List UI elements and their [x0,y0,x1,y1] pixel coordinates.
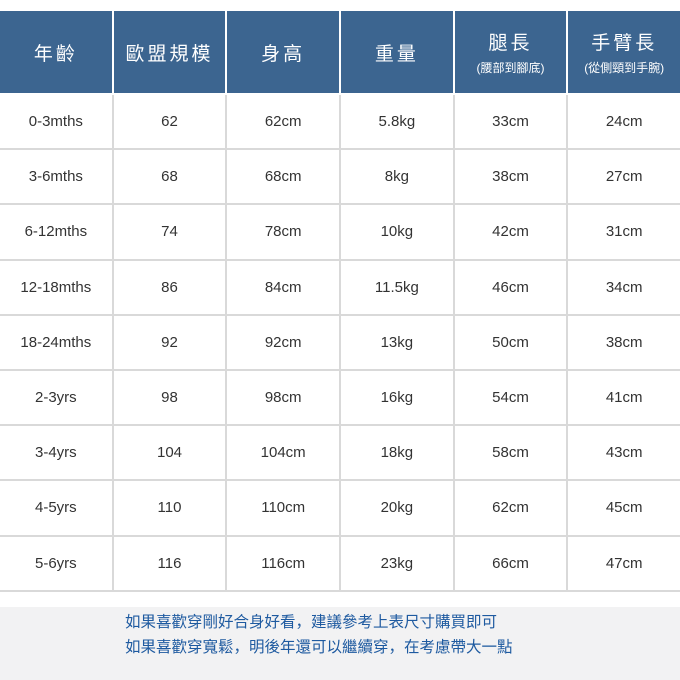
table-row: 6-12mths 74 78cm 10kg 42cm 31cm [0,205,680,261]
cell-eu-size: 62 [113,95,226,151]
cell-weight: 16kg [341,370,453,427]
cell-leg-length: 58cm [454,426,567,482]
header-title: 腿長 [488,33,533,54]
cell-age: 2-3yrs [0,370,112,427]
cell-age: 3-6mths [0,150,112,206]
cell-height: 84cm [227,260,340,316]
table-row: 0-3mths 62 62cm 5.8kg 33cm 24cm [0,95,680,151]
cell-eu-size: 68 [113,150,226,206]
cell-height: 78cm [227,205,340,261]
cell-weight: 11.5kg [341,260,453,316]
table-row: 2-3yrs 98 98cm 16kg 54cm 41cm [0,370,680,427]
cell-weight: 5.8kg [341,95,453,151]
table-row: 3-6mths 68 68cm 8kg 38cm 27cm [0,150,680,206]
header-title: 歐盟規模 [125,43,214,65]
header-leg-length: 腿長 (腰部到腳底) [454,11,567,95]
cell-arm-length: 31cm [568,205,680,261]
cell-eu-size: 110 [113,481,226,537]
cell-leg-length: 66cm [454,536,567,592]
cell-arm-length: 43cm [568,426,680,482]
cell-weight: 20kg [341,481,453,537]
cell-height: 110cm [227,481,340,537]
cell-arm-length: 45cm [568,481,680,537]
cell-arm-length: 41cm [568,370,680,427]
cell-height: 92cm [227,315,340,371]
header-subtitle: (腰部到腳底) [476,61,545,75]
header-height: 身高 [227,11,340,95]
cell-arm-length: 38cm [568,315,680,371]
cell-arm-length: 27cm [568,150,680,206]
note-line-1: 如果喜歡穿剛好合身好看，建議參考上表尺寸購買即可 [125,614,498,631]
cell-age: 6-12mths [0,205,112,261]
cell-weight: 10kg [341,205,453,261]
cell-leg-length: 46cm [454,260,567,316]
cell-weight: 18kg [341,426,453,482]
header-title: 重量 [374,43,419,65]
cell-arm-length: 24cm [568,95,680,151]
cell-age: 18-24mths [0,315,112,371]
cell-leg-length: 50cm [454,315,567,371]
cell-weight: 23kg [341,536,453,592]
cell-leg-length: 62cm [454,481,567,537]
cell-weight: 13kg [341,315,453,371]
table-row: 18-24mths 92 92cm 13kg 50cm 38cm [0,315,680,371]
table-row: 5-6yrs 116 116cm 23kg 66cm 47cm [0,536,680,592]
table-row: 3-4yrs 104 104cm 18kg 58cm 43cm [0,426,680,482]
cell-height: 98cm [227,370,340,427]
table-body: 0-3mths 62 62cm 5.8kg 33cm 24cm 3-6mths 68 68cm 8… [0,95,680,592]
cell-leg-length: 38cm [454,150,567,206]
cell-leg-length: 33cm [454,95,567,151]
cell-height: 62cm [227,95,340,151]
size-chart-table: 年齡 歐盟規模 身高 重量 腿長 (腰部到腳底) 手臂長 (從側頸到手腕) 0-3m… [0,11,680,592]
table-row: 4-5yrs 110 110cm 20kg 62cm 45cm [0,481,680,537]
cell-eu-size: 104 [113,426,226,482]
header-title: 年齡 [33,43,78,65]
cell-age: 4-5yrs [0,481,112,537]
cell-arm-length: 34cm [568,260,680,316]
cell-age: 5-6yrs [0,536,112,592]
header-title: 身高 [261,43,306,65]
footer-notes: 如果喜歡穿剛好合身好看，建議參考上表尺寸購買即可 如果喜歡穿寬鬆，明後年還可以繼… [0,607,680,680]
header-title: 手臂長 [591,33,658,54]
cell-age: 12-18mths [0,260,112,316]
cell-leg-length: 42cm [454,205,567,261]
table-header-row: 年齡 歐盟規模 身高 重量 腿長 (腰部到腳底) 手臂長 (從側頸到手腕) [0,11,680,95]
header-weight: 重量 [341,11,453,95]
header-age: 年齡 [0,11,112,95]
cell-height: 116cm [227,536,340,592]
header-eu-size: 歐盟規模 [113,11,226,95]
cell-age: 3-4yrs [0,426,112,482]
cell-eu-size: 116 [113,536,226,592]
cell-arm-length: 47cm [568,536,680,592]
header-subtitle: (從側頸到手腕) [584,61,665,75]
cell-eu-size: 74 [113,205,226,261]
cell-weight: 8kg [341,150,453,206]
cell-eu-size: 86 [113,260,226,316]
cell-height: 104cm [227,426,340,482]
note-line-2: 如果喜歡穿寬鬆，明後年還可以繼續穿，在考慮帶大一點 [125,639,513,656]
cell-eu-size: 92 [113,315,226,371]
cell-leg-length: 54cm [454,370,567,427]
table-row: 12-18mths 86 84cm 11.5kg 46cm 34cm [0,260,680,316]
cell-age: 0-3mths [0,95,112,151]
header-arm-length: 手臂長 (從側頸到手腕) [568,11,680,95]
cell-eu-size: 98 [113,370,226,427]
cell-height: 68cm [227,150,340,206]
